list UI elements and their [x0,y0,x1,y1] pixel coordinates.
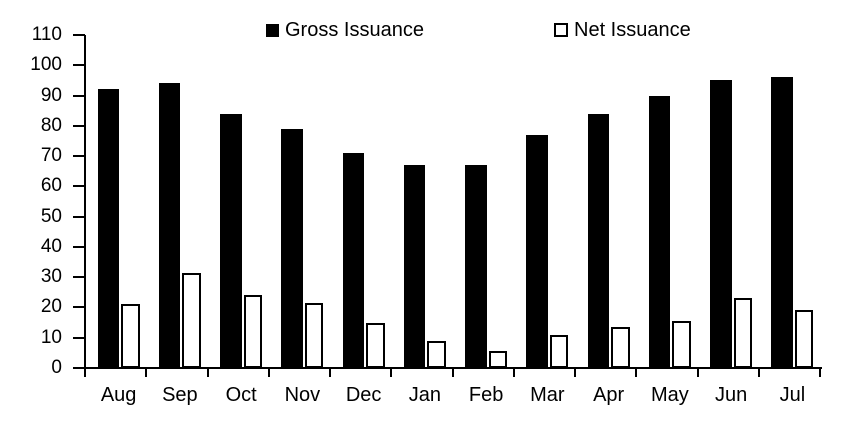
bar-net-issuance-apr [611,327,630,368]
bar-gross-issuance-jun [710,80,732,368]
legend-label-gross-issuance: Gross Issuance [285,19,424,41]
y-axis-tick [73,94,85,97]
bar-net-issuance-feb [488,351,507,368]
x-axis-tick [696,368,699,377]
x-axis-tick [819,368,821,377]
x-axis-label-dec: Dec [345,384,382,406]
bar-gross-issuance-nov [281,128,303,368]
x-axis-tick [451,368,454,377]
y-axis-tick-label: 30 [40,266,62,288]
bar-gross-issuance-apr [587,113,609,368]
y-axis-tick [73,306,85,309]
x-axis-label-jun: Jun [715,384,748,406]
x-axis-tick [84,368,86,377]
x-axis-tick [206,368,209,377]
y-axis-tick-label: 10 [40,326,62,348]
x-axis-tick [574,368,576,377]
bar-net-issuance-may [672,321,691,368]
x-axis-label-may: May [650,384,689,406]
y-axis-tick [73,245,85,248]
x-axis-label-apr: Apr [593,384,625,406]
bar-net-issuance-sep [182,272,201,368]
x-axis-tick [267,368,270,377]
y-axis-tick [73,64,85,67]
bar-gross-issuance-mar [526,134,548,368]
bar-gross-issuance-feb [465,165,487,368]
y-axis-tick [73,155,85,158]
x-axis-label-mar: Mar [530,384,565,406]
y-axis-tick [73,34,85,36]
x-axis-tick [145,368,148,377]
bar-net-issuance-oct [243,295,262,368]
y-axis-tick-label: 110 [31,24,62,45]
bar-gross-issuance-aug [97,89,119,368]
y-axis-tick [73,367,85,369]
y-axis-tick-label: 40 [40,235,62,257]
legend-item-net-issuance: Net Issuance [554,20,691,40]
bar-net-issuance-jun [733,298,752,368]
y-axis-tick-label: 60 [40,175,62,197]
y-axis-line [84,35,86,370]
x-axis-tick [329,368,331,377]
x-axis-label-oct: Oct [225,384,257,406]
y-axis-tick-label: 80 [40,114,62,136]
x-axis-tick [512,368,515,377]
bar-net-issuance-aug [121,304,140,368]
y-axis-tick-label: 0 [51,357,62,378]
x-axis-tick [390,368,393,377]
gross-issuance-swatch-icon [266,23,279,37]
x-axis-label-nov: Nov [284,384,321,406]
y-axis-tick-label: 70 [40,145,62,167]
y-axis-tick [73,215,85,218]
bar-net-issuance-nov [304,302,324,368]
y-axis-tick [73,124,85,127]
legend-label-net-issuance: Net Issuance [574,19,691,41]
x-axis-label-feb: Feb [468,384,504,406]
net-issuance-swatch-icon [554,23,568,37]
bar-gross-issuance-jul [771,77,793,368]
bar-net-issuance-jan [427,340,446,368]
x-axis-label-aug: Aug [100,384,137,406]
y-axis-tick-label: 90 [40,84,62,106]
x-axis-tick [757,368,760,377]
bar-gross-issuance-dec [342,153,364,368]
x-axis-label-jan: Jan [408,384,441,406]
y-axis-tick-label: 50 [40,205,62,227]
bar-gross-issuance-may [648,95,671,368]
y-axis-tick [73,185,85,188]
legend-item-gross-issuance: Gross Issuance [266,20,424,40]
y-axis-tick-label: 20 [40,296,62,318]
y-axis-tick [73,276,85,279]
x-axis-label-jul: Jul [779,384,806,406]
bar-net-issuance-mar [549,334,569,368]
bar-gross-issuance-oct [220,113,242,368]
x-axis-label-sep: Sep [162,384,198,406]
y-axis-tick [73,336,85,339]
y-axis-tick-label: 100 [30,54,62,76]
bar-gross-issuance-sep [158,83,181,368]
bar-net-issuance-dec [366,322,385,368]
bar-gross-issuance-jan [403,165,426,368]
x-axis-tick [635,368,638,377]
bar-net-issuance-jul [794,310,814,368]
